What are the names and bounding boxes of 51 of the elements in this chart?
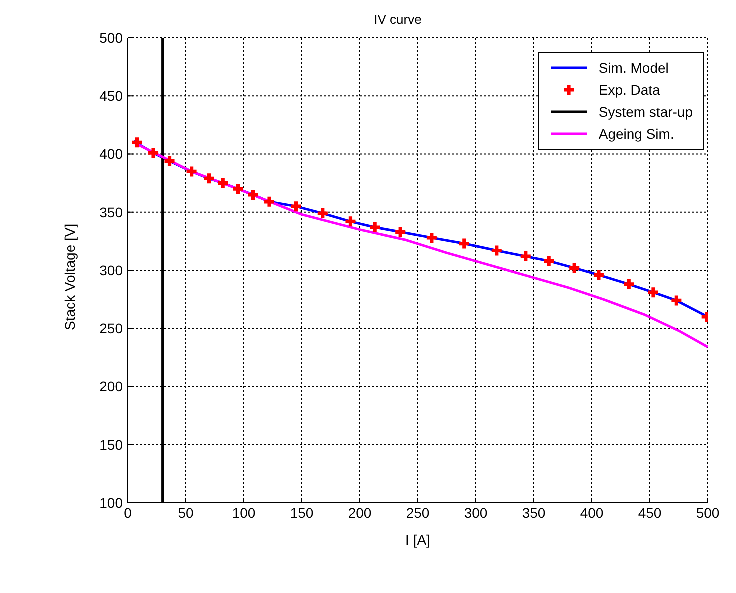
point bbox=[186, 166, 197, 177]
legend-label: Sim. Model bbox=[598, 60, 669, 76]
point bbox=[396, 227, 406, 238]
point bbox=[218, 178, 228, 188]
point bbox=[248, 190, 258, 200]
point bbox=[594, 270, 604, 280]
y-tick-label: 200 bbox=[100, 378, 124, 395]
point bbox=[520, 252, 531, 262]
point bbox=[318, 208, 328, 219]
point bbox=[672, 296, 682, 306]
point bbox=[148, 148, 159, 158]
point bbox=[624, 279, 634, 290]
y-tick-label: 250 bbox=[100, 320, 124, 337]
x-tick-label: 500 bbox=[696, 504, 720, 521]
point bbox=[370, 222, 380, 232]
chart-title: IV curve bbox=[373, 12, 423, 27]
x-tick-label: 150 bbox=[290, 504, 314, 521]
y-tick-label: 300 bbox=[100, 262, 124, 278]
x-tick-label: 200 bbox=[348, 504, 372, 521]
legend-label: System star-up bbox=[598, 104, 693, 120]
legend-label: Exp. Data bbox=[598, 82, 660, 98]
y-tick-label: 500 bbox=[100, 30, 124, 46]
x-tick-label: 450 bbox=[638, 504, 662, 521]
y-tick-label: 450 bbox=[100, 88, 124, 104]
x-tick-label: 50 bbox=[178, 504, 194, 521]
y-tick-label: 100 bbox=[100, 494, 124, 511]
point bbox=[233, 184, 244, 194]
point bbox=[264, 196, 275, 207]
x-axis-title: I [A] bbox=[406, 532, 430, 548]
point bbox=[544, 256, 554, 266]
x-tick-label: 250 bbox=[406, 504, 430, 521]
point bbox=[648, 288, 658, 298]
x-tick-label: 0 bbox=[124, 504, 132, 521]
x-tick-label: 350 bbox=[522, 504, 546, 521]
point bbox=[204, 174, 214, 184]
point bbox=[346, 216, 356, 227]
y-tick-label: 350 bbox=[100, 204, 124, 220]
x-tick-label: 100 bbox=[232, 504, 256, 521]
point bbox=[291, 202, 302, 212]
x-tick-label: 400 bbox=[580, 504, 604, 521]
point bbox=[492, 246, 502, 256]
y-axis-title: Stack Voltage [V] bbox=[62, 224, 78, 330]
point bbox=[426, 232, 437, 243]
point bbox=[164, 156, 175, 166]
legend-label: Ageing Sim. bbox=[598, 126, 674, 142]
y-tick-label: 150 bbox=[100, 436, 124, 453]
x-tick-label: 300 bbox=[464, 504, 488, 521]
point bbox=[570, 263, 580, 274]
y-tick-label: 400 bbox=[100, 146, 124, 162]
point bbox=[459, 238, 470, 249]
point bbox=[132, 138, 142, 148]
